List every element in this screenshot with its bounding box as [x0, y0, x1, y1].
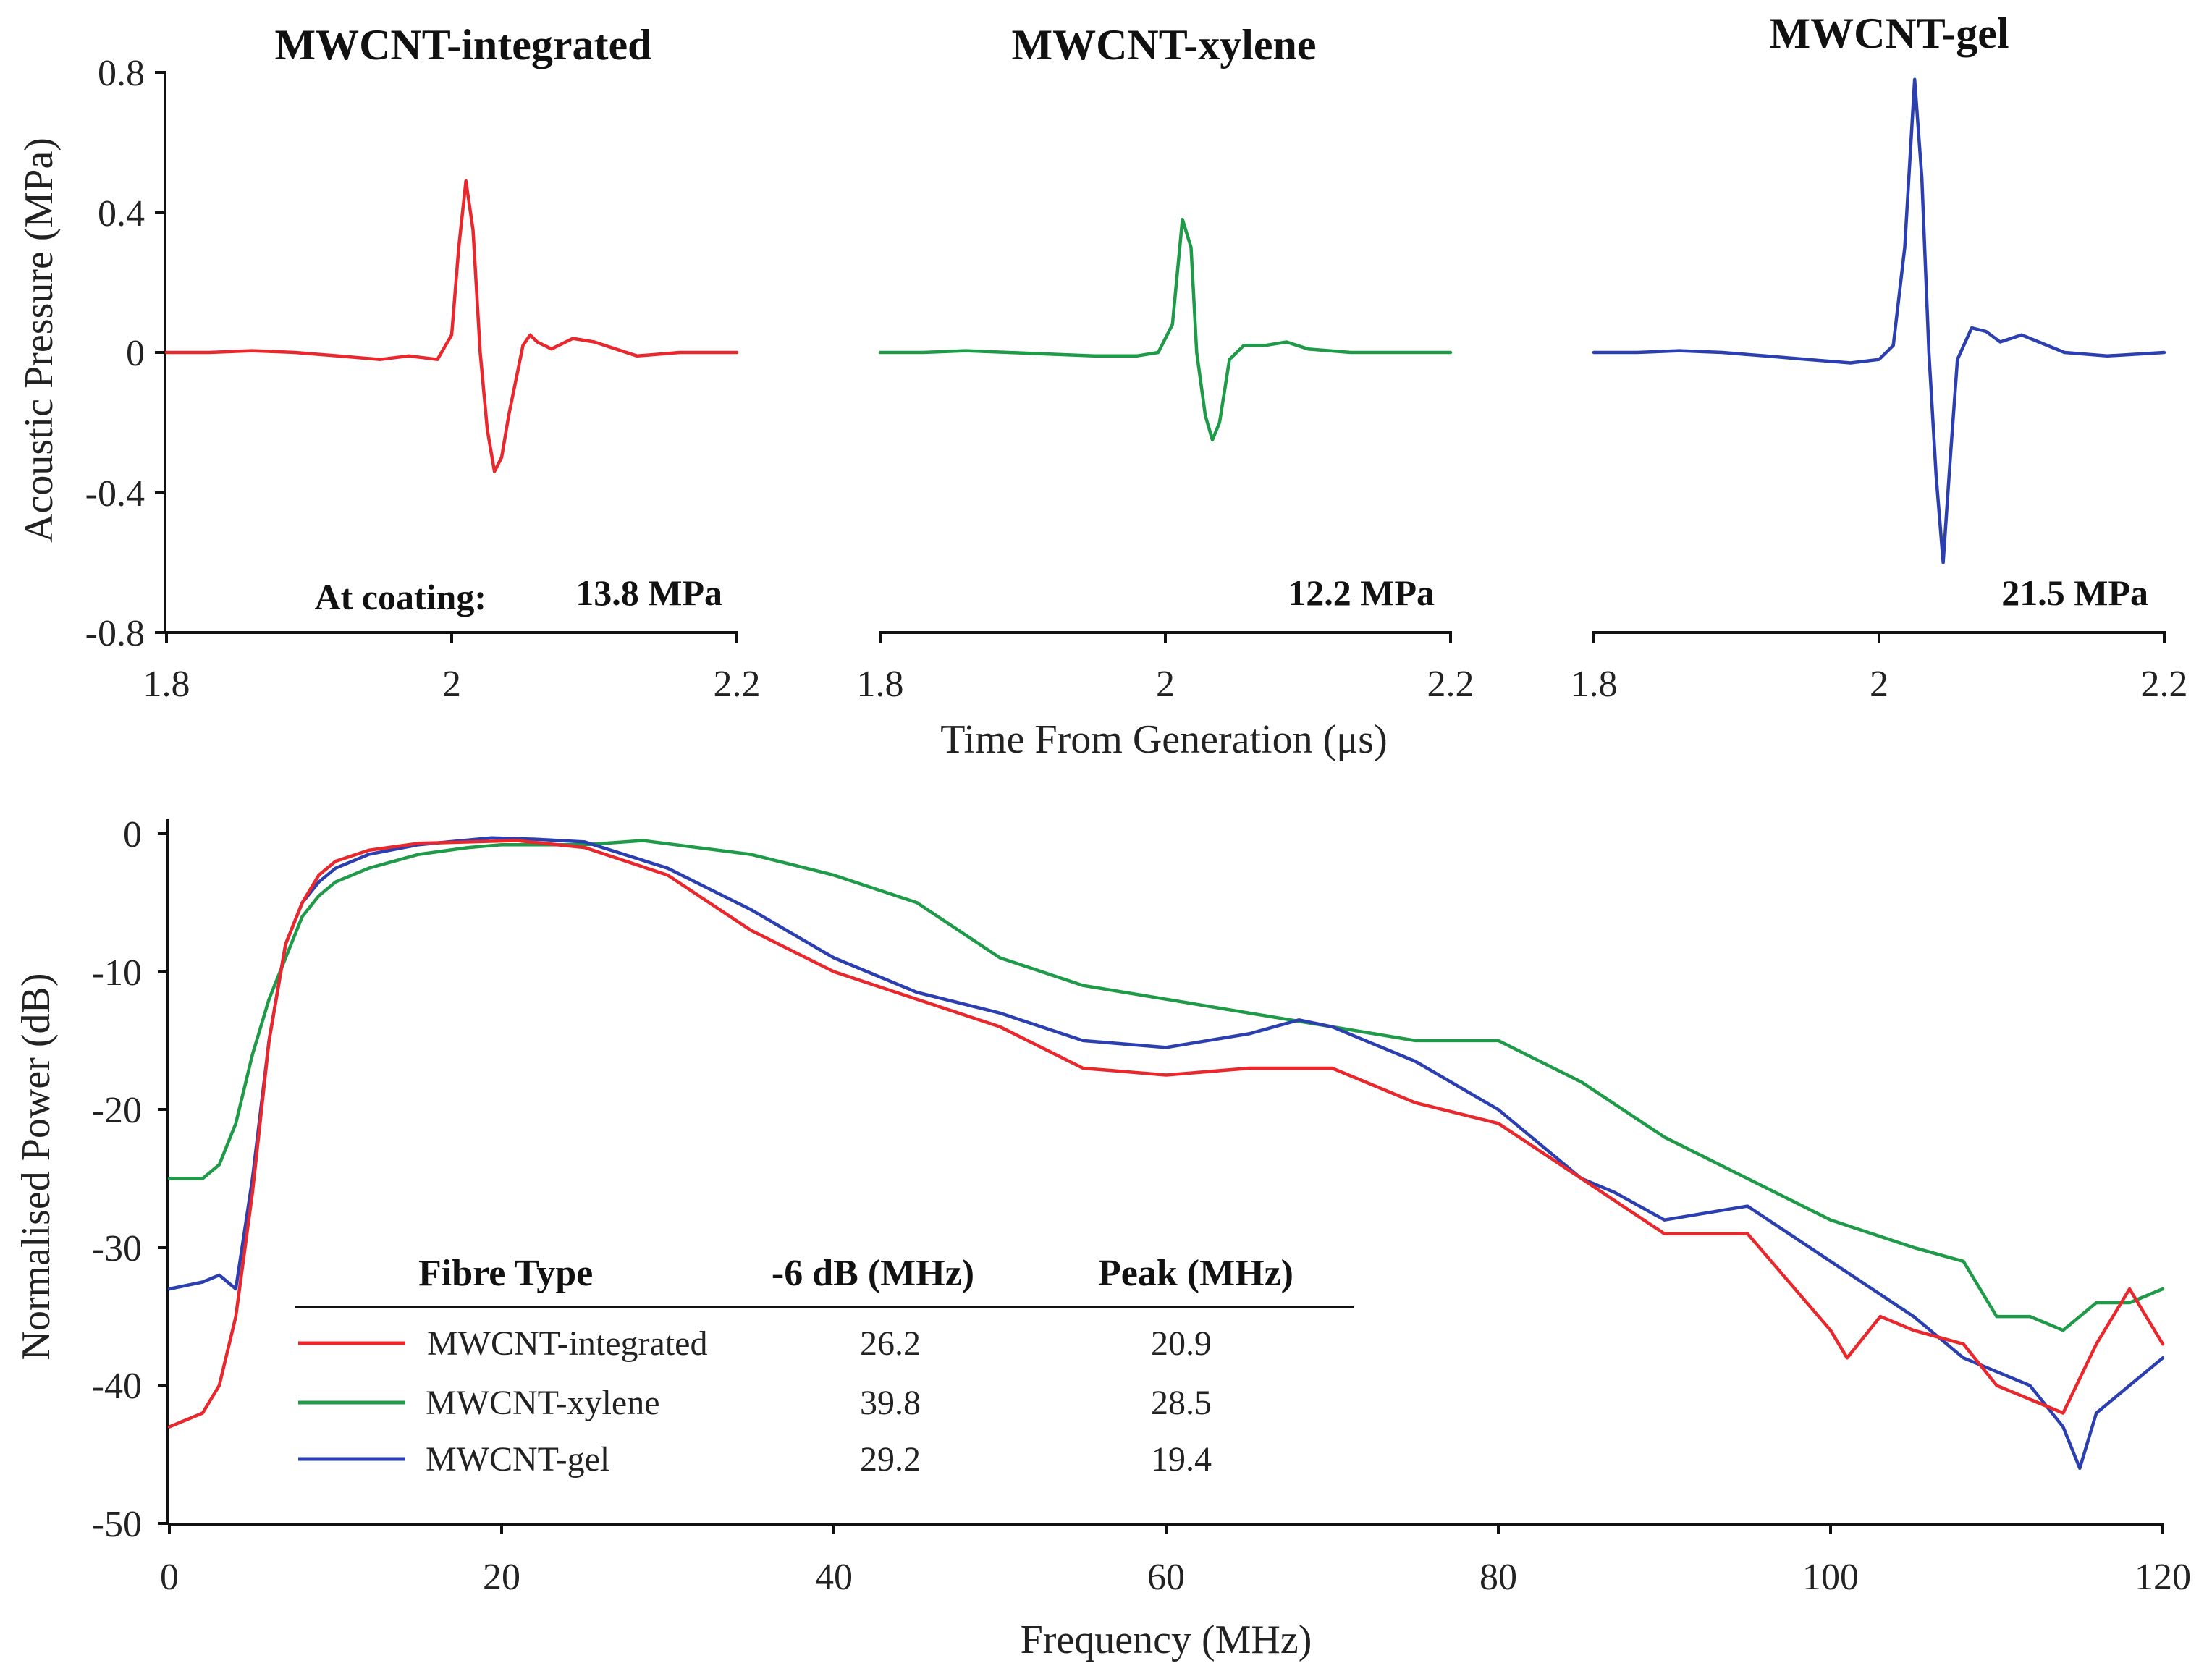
y-tick-label: -10 [92, 952, 142, 994]
spectrum-trace-integrated [167, 839, 2165, 1429]
pulse-trace-integrated [164, 179, 739, 473]
y-tick-label: -50 [92, 1504, 142, 1545]
pulse-panel-integrated: MWCNT-integrated 0.8 0.4 0 -0.4 -0.8 1.8… [17, 21, 761, 705]
spectrum-panel: 0 -10 -20 -30 -40 -50 0 20 40 60 80 100 … [14, 814, 2191, 1662]
legend-peak: 20.9 [1151, 1324, 1212, 1363]
y-tick-label: -0.8 [85, 613, 145, 654]
x-tick-label: 1.8 [1571, 664, 1618, 705]
pulse-trace-gel [1592, 77, 2166, 564]
x-tick-label: 1.8 [143, 664, 190, 705]
legend-name: MWCNT-gel [426, 1440, 609, 1479]
pulse-trace-xylene [878, 217, 1453, 442]
pulse-panel-gel: MWCNT-gel 1.8 2 2.2 21.5 MPa [1571, 9, 2188, 705]
y-tick-label: 0 [123, 814, 142, 855]
x-tick-label: 60 [1147, 1557, 1185, 1598]
y-tick-label: 0 [126, 333, 145, 374]
x-tick-label: 2 [442, 664, 461, 705]
y-tick-label: 0.8 [98, 53, 145, 94]
x-tick-label: 2.2 [1427, 664, 1474, 705]
legend-name: MWCNT-xylene [426, 1384, 660, 1422]
x-tick-label: 2 [1870, 664, 1888, 705]
legend-name: MWCNT-integrated [427, 1324, 707, 1363]
legend-bandwidth: 39.8 [860, 1384, 921, 1422]
x-tick-label: 100 [1802, 1557, 1859, 1598]
legend-header-bandwidth: -6 dB (MHz) [772, 1253, 974, 1294]
legend-bandwidth: 26.2 [860, 1324, 921, 1363]
y-tick-label: -30 [92, 1228, 142, 1269]
panel-title: MWCNT-integrated [274, 21, 651, 69]
legend-peak: 28.5 [1151, 1384, 1212, 1422]
x-tick-label: 80 [1479, 1557, 1517, 1598]
annotation-value: 13.8 MPa [575, 572, 722, 613]
panel-title: MWCNT-gel [1769, 9, 2009, 57]
annotation-value: 21.5 MPa [2001, 572, 2148, 613]
legend-header-peak: Peak (MHz) [1098, 1253, 1293, 1294]
x-tick-label: 120 [2135, 1557, 2191, 1598]
x-tick-label: 2.2 [2141, 664, 2188, 705]
x-tick-label: 2 [1156, 664, 1175, 705]
y-tick-label: 0.4 [98, 193, 145, 234]
y-axis-label: Acoustic Pressure (MPa) [17, 138, 62, 543]
x-axis-label: Time From Generation (μs) [940, 717, 1387, 762]
x-tick-label: 0 [160, 1557, 179, 1598]
legend-table: Fibre Type -6 dB (MHz) Peak (MHz) MWCNT-… [295, 1253, 1354, 1479]
annotation-value: 12.2 MPa [1288, 572, 1435, 613]
panel-title: MWCNT-xylene [1011, 21, 1316, 69]
x-tick-label: 2.2 [714, 664, 761, 705]
y-tick-label: -40 [92, 1366, 142, 1407]
y-tick-label: -0.4 [85, 473, 145, 515]
pulse-panel-xylene: MWCNT-xylene 1.8 2 2.2 Time From Generat… [857, 21, 1474, 762]
y-tick-label: -20 [92, 1090, 142, 1131]
legend-bandwidth: 29.2 [860, 1440, 921, 1479]
x-tick-label: 40 [815, 1557, 853, 1598]
annotation-label: At coating: [315, 577, 486, 617]
x-tick-label: 20 [483, 1557, 520, 1598]
y-axis-label: Normalised Power (dB) [14, 973, 59, 1360]
x-tick-label: 1.8 [857, 664, 904, 705]
legend-peak: 19.4 [1151, 1440, 1212, 1479]
legend-header-fibre: Fibre Type [418, 1253, 593, 1294]
x-axis-label: Frequency (MHz) [1021, 1617, 1312, 1662]
spectrum-trace-xylene [167, 839, 2165, 1332]
